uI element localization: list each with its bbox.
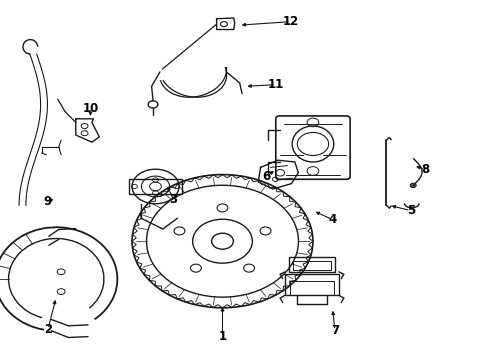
Text: 6: 6 [262, 170, 270, 183]
Text: 9: 9 [44, 195, 52, 208]
Text: 11: 11 [267, 78, 284, 91]
Text: 3: 3 [169, 193, 177, 206]
Text: 8: 8 [421, 163, 428, 176]
Text: 5: 5 [406, 204, 414, 217]
Text: 12: 12 [282, 15, 299, 28]
Text: 10: 10 [82, 102, 99, 114]
Text: 4: 4 [328, 213, 336, 226]
Text: 1: 1 [218, 330, 226, 343]
Circle shape [409, 183, 415, 188]
Text: 2: 2 [44, 323, 52, 336]
Text: 7: 7 [330, 324, 338, 337]
